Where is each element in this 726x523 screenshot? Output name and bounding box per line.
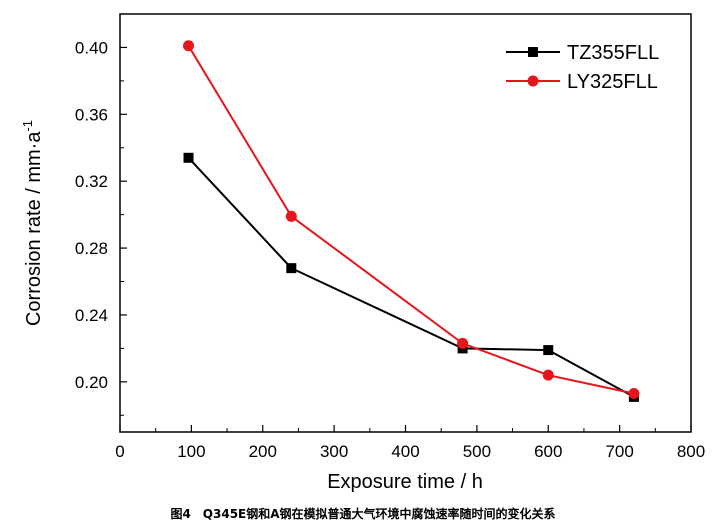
- data-point: [457, 337, 469, 349]
- y-axis-label-text: Corrosion rate / mm·a: [23, 131, 45, 326]
- y-axis-label: Corrosion rate / mm·a-1: [20, 120, 45, 326]
- y-axis-label-superscript: -1: [20, 120, 35, 132]
- data-point: [286, 263, 297, 274]
- y-tick-label: 0.20: [75, 373, 108, 392]
- data-point: [183, 152, 194, 163]
- figure-caption: 图4 Q345E钢和A钢在模拟普通大气环境中腐蚀速率随时间的变化关系: [170, 507, 556, 521]
- series-tz355fll: [183, 152, 639, 402]
- x-tick-label: 700: [605, 442, 633, 461]
- y-tick-label: 0.32: [75, 172, 108, 191]
- y-tick-label: 0.24: [75, 306, 108, 325]
- x-tick-label: 400: [391, 442, 419, 461]
- y-tick-label: 0.36: [75, 105, 108, 124]
- legend-label: TZ355FLL: [567, 42, 659, 64]
- x-tick-label: 600: [534, 442, 562, 461]
- corrosion-rate-chart: 0 100 200 300 400 500 600 700 800 0.20 0.24 0.28 0.3…: [20, 13, 705, 493]
- legend-label: LY325FLL: [567, 71, 658, 93]
- x-tick-label: 100: [177, 442, 205, 461]
- x-tick-label: 300: [320, 442, 348, 461]
- x-tick-label: 500: [463, 442, 491, 461]
- data-point: [628, 388, 640, 400]
- x-axis-label: Exposure time / h: [327, 471, 483, 493]
- y-tick-label: 0.40: [75, 38, 108, 57]
- data-point: [543, 345, 554, 356]
- x-tick-label: 0: [115, 442, 124, 461]
- data-point: [285, 210, 297, 222]
- x-tick-label: 800: [677, 442, 705, 461]
- legend-marker: [527, 75, 539, 87]
- data-point: [183, 40, 195, 52]
- legend: TZ355FLL LY325FLL: [506, 42, 659, 93]
- y-tick-label: 0.28: [75, 239, 108, 258]
- series-line: [187, 157, 635, 398]
- data-point: [542, 369, 554, 381]
- series-ly325fll: [183, 40, 640, 400]
- x-tick-label: 200: [249, 442, 277, 461]
- series-line: [187, 45, 635, 395]
- legend-marker: [528, 47, 538, 57]
